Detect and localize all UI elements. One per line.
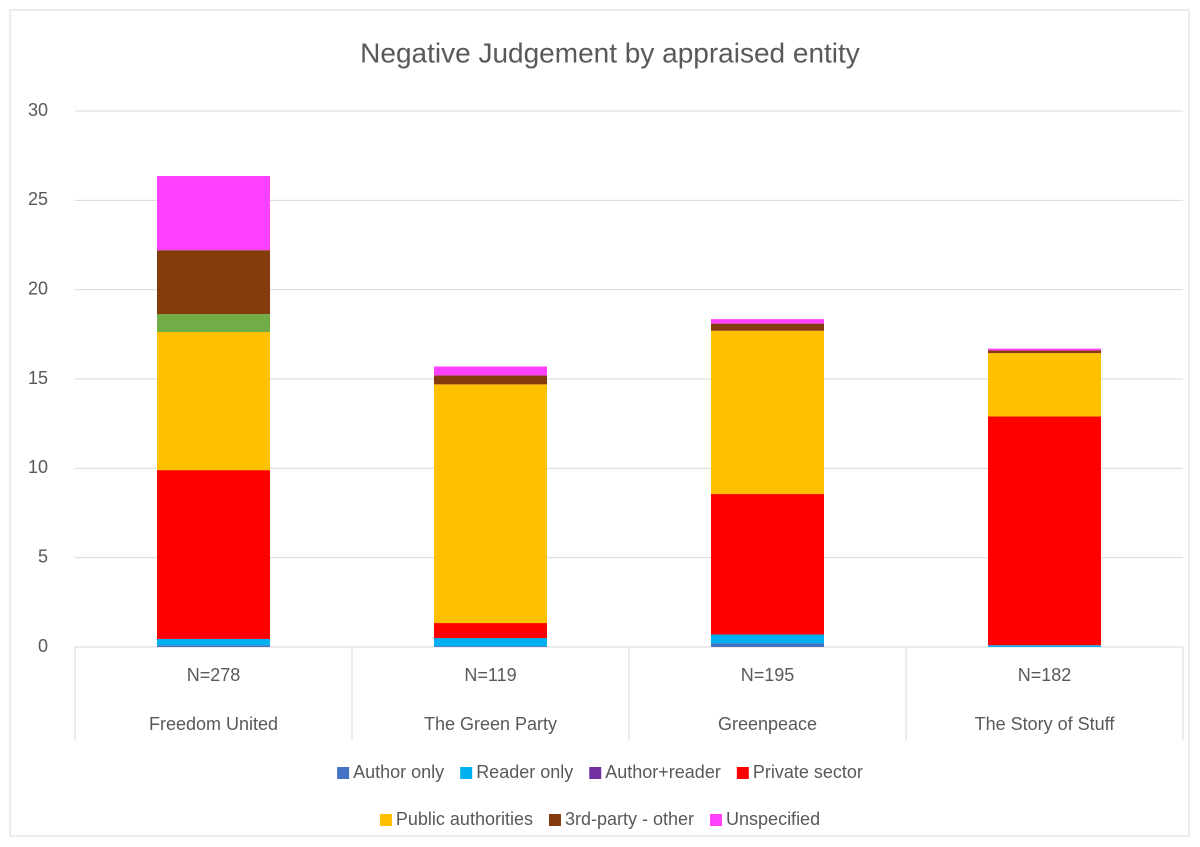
bar-segment [988, 353, 1101, 417]
bar-segment [988, 416, 1101, 646]
y-tick-label: 15 [28, 368, 48, 388]
bar-segment [711, 319, 824, 324]
y-tick-label: 30 [28, 100, 48, 120]
bar-segment [711, 643, 824, 647]
legend-swatch [548, 814, 561, 826]
x-tick-sublabel: N=278 [187, 665, 241, 685]
bar-segment [711, 634, 824, 644]
chart-title: Negative Judgement by appraised entity [360, 37, 860, 68]
y-tick-label: 0 [38, 636, 48, 656]
y-tick-label: 25 [28, 189, 48, 209]
x-tick-sublabel: N=182 [1018, 665, 1072, 685]
bar-segment [711, 323, 824, 331]
bar-segment [434, 638, 547, 647]
legend-swatch [736, 767, 749, 779]
x-tick-sublabel: N=119 [464, 665, 516, 685]
y-tick-label: 10 [28, 457, 48, 477]
bar-segment [434, 366, 547, 376]
bar-segment [711, 494, 824, 635]
legend-label: 3rd-party - other [565, 809, 694, 829]
bar-segment [988, 348, 1101, 351]
bar-segment [157, 645, 270, 647]
bar-segment [434, 384, 547, 624]
bar-segment [434, 646, 547, 647]
bar-segment [157, 314, 270, 333]
legend-label: Public authorities [396, 809, 533, 829]
bar-segment [157, 176, 270, 251]
bar-segment [434, 375, 547, 385]
x-tick-label: The Story of Stuff [975, 714, 1116, 734]
legend-swatch [589, 767, 602, 779]
bar-segment [988, 350, 1101, 354]
bar-segment [157, 638, 270, 646]
bar-segment [157, 332, 270, 471]
legend-label: Author only [353, 762, 444, 782]
y-tick-label: 5 [38, 546, 48, 566]
legend-label: Unspecified [726, 809, 820, 829]
bar-segment [988, 645, 1101, 647]
x-tick-label: Greenpeace [718, 714, 817, 734]
bar-segment [157, 250, 270, 315]
x-tick-sublabel: N=195 [741, 665, 795, 685]
legend-swatch [379, 814, 392, 826]
y-tick-label: 20 [28, 278, 48, 298]
bar-segment [711, 330, 824, 495]
legend-label: Private sector [753, 762, 863, 782]
legend-swatch [710, 814, 723, 826]
x-tick-label: The Green Party [424, 714, 557, 734]
legend-label: Author+reader [605, 762, 721, 782]
bar-segment [157, 470, 270, 639]
legend-label: Reader only [476, 762, 573, 782]
bar-segment [434, 623, 547, 639]
x-tick-label: Freedom United [149, 714, 278, 734]
legend-swatch [337, 767, 350, 779]
legend-swatch [460, 767, 473, 779]
